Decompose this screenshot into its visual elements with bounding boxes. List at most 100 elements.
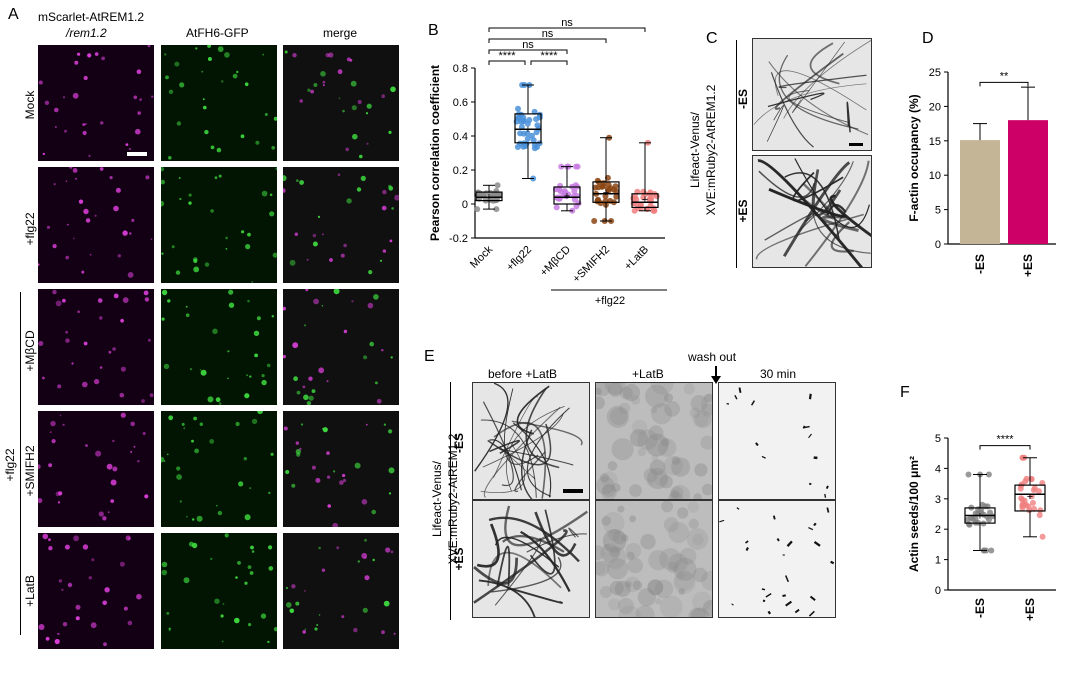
micrograph-tile bbox=[38, 533, 154, 649]
data-point bbox=[526, 117, 533, 123]
panel-e-row-label: +ES bbox=[452, 547, 466, 571]
panel-e-col-label: before +LatB bbox=[488, 367, 558, 381]
actin-image-tile bbox=[595, 500, 713, 618]
panel-b-box-chart: -0.2 0 0.2 0.4 0.6 0.8 Pearson correlation coe… bbox=[428, 18, 667, 307]
data-point bbox=[1019, 504, 1026, 511]
significance-bracket bbox=[979, 81, 1029, 87]
y-tick-label: 1 bbox=[935, 555, 941, 567]
data-point bbox=[524, 135, 531, 142]
actin-seed bbox=[761, 588, 766, 591]
data-point bbox=[573, 163, 580, 170]
y-axis-label: Pearson correlation coefficient bbox=[428, 65, 442, 241]
panel-c-row-label: -ES bbox=[736, 89, 750, 110]
data-point bbox=[553, 204, 560, 211]
bar bbox=[960, 140, 1000, 244]
significance-bracket bbox=[530, 60, 568, 65]
data-point bbox=[565, 191, 572, 198]
actin-seed bbox=[785, 600, 793, 607]
panel-a-letter: A bbox=[8, 6, 19, 23]
data-point bbox=[529, 132, 535, 139]
actin-seed bbox=[809, 595, 816, 601]
data-point bbox=[1019, 454, 1026, 461]
data-point bbox=[632, 193, 639, 200]
panel-c-ylabel-line1: Lifeact-Venus/ bbox=[688, 111, 702, 189]
scale-bar bbox=[563, 489, 583, 493]
micrograph-tile bbox=[38, 167, 154, 283]
panel-a-col-merge: merge bbox=[323, 26, 358, 40]
actin-image-tile bbox=[718, 500, 836, 618]
category-label: +flg22 bbox=[504, 244, 534, 274]
panel-f-box-chart: 0 1 2 3 4 5 Actin seeds/100 μm² + -ES + +ES **** bbox=[907, 433, 1056, 621]
micrograph-tile bbox=[283, 289, 399, 405]
data-point bbox=[594, 177, 601, 184]
box bbox=[553, 186, 581, 205]
significance-label: ** bbox=[1000, 70, 1009, 82]
y-tick-label: 0.4 bbox=[453, 131, 468, 143]
y-axis-label: F-actin occupancy (%) bbox=[907, 94, 921, 221]
data-point bbox=[600, 183, 607, 190]
mean-marker: + bbox=[642, 194, 648, 206]
data-point bbox=[966, 521, 972, 528]
bar bbox=[1008, 120, 1048, 244]
data-point bbox=[571, 188, 578, 195]
box bbox=[592, 181, 620, 203]
mean-marker: + bbox=[564, 191, 570, 203]
panel-e-washout-label: wash out bbox=[688, 350, 737, 364]
y-axis-label: Actin seeds/100 μm² bbox=[907, 456, 921, 572]
data-point bbox=[1019, 496, 1026, 503]
mean-marker: + bbox=[977, 511, 983, 523]
data-point bbox=[494, 182, 501, 189]
data-point bbox=[1039, 533, 1046, 540]
actin-seed bbox=[786, 540, 793, 547]
data-point bbox=[1039, 480, 1046, 486]
significance-bracket bbox=[488, 38, 607, 43]
panel-c-bracket bbox=[736, 40, 737, 268]
data-point bbox=[605, 186, 611, 193]
y-tick-label: 0.8 bbox=[453, 63, 468, 75]
y-tick-label: 5 bbox=[935, 205, 941, 217]
box bbox=[631, 193, 659, 209]
data-point bbox=[1025, 503, 1032, 510]
actin-seed bbox=[813, 540, 821, 547]
data-point bbox=[534, 122, 541, 129]
data-point bbox=[631, 207, 638, 214]
scale-bar bbox=[127, 152, 147, 156]
category-label: +ES bbox=[1023, 598, 1037, 621]
significance-label: **** bbox=[540, 50, 558, 62]
y-tick-label: 3 bbox=[935, 494, 941, 506]
significance-label: ns bbox=[542, 28, 554, 40]
actin-seed bbox=[772, 515, 776, 520]
category-label: Mock bbox=[468, 243, 495, 270]
actin-seed bbox=[776, 538, 780, 542]
actin-seed bbox=[734, 394, 738, 400]
mean-marker: + bbox=[603, 187, 609, 199]
mean-marker: + bbox=[525, 124, 531, 136]
data-point bbox=[605, 181, 612, 188]
panel-a-group-bracket bbox=[20, 292, 21, 635]
panel-c-letter: C bbox=[706, 30, 718, 47]
actin-seed bbox=[736, 507, 740, 510]
panel-a-row-label: +MβCD bbox=[23, 330, 37, 372]
panel-e-col-label: +LatB bbox=[632, 367, 664, 381]
actin-seed bbox=[808, 527, 814, 531]
actin-seed bbox=[750, 400, 756, 406]
data-point bbox=[1018, 481, 1025, 488]
actin-seed bbox=[755, 442, 759, 447]
panel-b-letter: B bbox=[428, 22, 439, 39]
data-point bbox=[595, 196, 601, 203]
y-tick-label: 0 bbox=[462, 199, 468, 211]
micrograph-tile bbox=[161, 533, 277, 649]
data-point bbox=[984, 513, 991, 520]
data-point bbox=[650, 205, 657, 212]
data-point bbox=[515, 105, 521, 112]
panel-a-title-line2: /rem1.2 bbox=[66, 26, 107, 40]
panel-c-image-plus-es bbox=[752, 155, 872, 268]
data-point bbox=[493, 188, 500, 194]
box bbox=[1014, 484, 1046, 512]
data-point bbox=[602, 193, 609, 200]
micrograph-tile bbox=[161, 289, 277, 405]
data-point bbox=[965, 471, 972, 478]
actin-seed bbox=[719, 519, 725, 523]
panel-c-ylabel-line2: XVE:mRuby2-AtREM1.2 bbox=[704, 84, 718, 216]
y-tick-label: 20 bbox=[929, 101, 941, 113]
